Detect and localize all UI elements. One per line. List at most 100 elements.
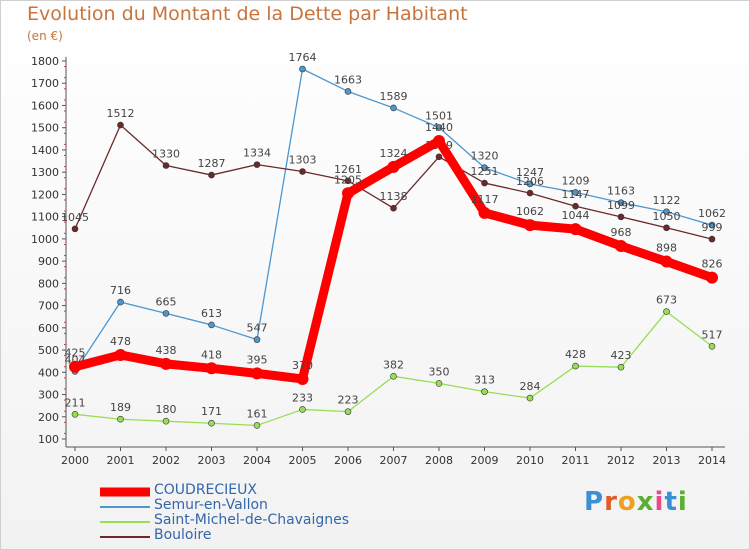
data-point-saint-michel-de-chavaignes [208, 419, 215, 427]
data-point-semur-en-vallon [481, 164, 488, 172]
data-point-bouloire [390, 204, 397, 212]
data-label-saint-michel-de-chavaignes: 180 [156, 403, 177, 416]
x-tick-label: 2011 [562, 454, 590, 467]
legend-label: Bouloire [154, 527, 212, 543]
y-tick-label: 500 [38, 344, 59, 357]
data-point-coudrecieux [660, 255, 673, 268]
data-point-semur-en-vallon [117, 298, 124, 306]
data-point-semur-en-vallon [708, 221, 716, 229]
data-point-saint-michel-de-chavaignes [708, 342, 716, 350]
y-tick-label: 1600 [31, 99, 59, 112]
x-tick-label: 2001 [107, 454, 135, 467]
data-label-semur-en-vallon: 665 [156, 295, 177, 308]
data-point-bouloire [71, 225, 79, 233]
data-label-semur-en-vallon: 1062 [698, 207, 726, 220]
data-point-coudrecieux [296, 372, 309, 385]
data-label-bouloire: 1261 [334, 163, 362, 176]
data-point-semur-en-vallon [617, 199, 625, 206]
data-label-saint-michel-de-chavaignes: 189 [110, 401, 131, 414]
x-tick-label: 2006 [334, 454, 362, 467]
data-point-saint-michel-de-chavaignes [663, 308, 670, 315]
data-label-bouloire: 1147 [562, 188, 590, 201]
legend-swatch [100, 535, 150, 538]
data-point-saint-michel-de-chavaignes [435, 380, 443, 387]
data-point-saint-michel-de-chavaignes [162, 417, 170, 425]
data-label-coudrecieux: 478 [110, 335, 131, 348]
y-tick-label: 1500 [31, 122, 59, 135]
data-label-saint-michel-de-chavaignes: 313 [474, 374, 495, 387]
x-tick-label: 2010 [516, 454, 544, 467]
data-point-saint-michel-de-chavaignes [572, 362, 579, 370]
data-label-coudrecieux: 1062 [516, 205, 544, 218]
data-point-bouloire [162, 162, 170, 169]
data-point-saint-michel-de-chavaignes [253, 422, 261, 429]
data-point-saint-michel-de-chavaignes [71, 411, 79, 418]
x-tick-label: 2014 [698, 454, 726, 467]
data-point-coudrecieux [706, 271, 718, 284]
y-tick-label: 1200 [31, 188, 59, 201]
data-point-semur-en-vallon [572, 189, 579, 196]
x-tick-label: 2012 [607, 454, 635, 467]
data-label-semur-en-vallon: 1247 [516, 166, 544, 179]
data-point-coudrecieux [114, 348, 127, 361]
x-tick-label: 2008 [425, 454, 453, 467]
y-tick-label: 700 [38, 300, 59, 313]
legend-label: Saint-Michel-de-Chavaignes [154, 512, 350, 528]
series-line-bouloire [74, 124, 713, 240]
data-point-bouloire [481, 179, 488, 187]
data-label-semur-en-vallon: 716 [110, 284, 131, 297]
data-point-saint-michel-de-chavaignes [481, 388, 488, 395]
legend-swatch [100, 520, 150, 523]
data-point-bouloire [708, 235, 716, 243]
data-label-saint-michel-de-chavaignes: 233 [292, 391, 313, 404]
y-tick-label: 1400 [31, 144, 59, 157]
data-point-semur-en-vallon [435, 124, 443, 131]
data-point-coudrecieux [433, 135, 445, 148]
chart-title: Evolution du Montant de la Dette par Hab… [27, 3, 468, 25]
data-label-semur-en-vallon: 1163 [607, 185, 635, 198]
data-label-saint-michel-de-chavaignes: 223 [338, 394, 359, 407]
data-label-semur-en-vallon: 1320 [471, 150, 499, 163]
y-tick-label: 1800 [31, 55, 59, 68]
data-point-coudrecieux [342, 187, 354, 200]
data-point-coudrecieux [387, 160, 400, 173]
x-tick-label: 2007 [380, 454, 408, 467]
data-label-semur-en-vallon: 1122 [653, 194, 681, 207]
legend-swatch [100, 505, 150, 508]
data-point-semur-en-vallon [162, 310, 170, 317]
data-point-coudrecieux [615, 239, 627, 252]
series-line-semur-en-vallon [74, 68, 713, 373]
data-point-semur-en-vallon [344, 88, 352, 95]
y-tick-label: 600 [38, 322, 59, 335]
x-tick-label: 2009 [471, 454, 499, 467]
proxiti-logo: Proxiti [584, 487, 688, 517]
data-label-coudrecieux: 968 [611, 226, 632, 239]
data-point-semur-en-vallon [253, 336, 261, 343]
data-point-saint-michel-de-chavaignes [299, 406, 306, 413]
x-tick-label: 2013 [653, 454, 681, 467]
data-label-coudrecieux: 1205 [334, 173, 362, 186]
data-label-coudrecieux: 425 [65, 347, 86, 360]
data-label-coudrecieux: 826 [702, 258, 723, 271]
data-label-bouloire: 1334 [243, 147, 271, 160]
y-tick-label: 800 [38, 277, 59, 290]
data-point-bouloire [344, 177, 352, 185]
data-label-bouloire: 999 [702, 221, 723, 234]
legend-label: COUDRECIEUX [154, 482, 257, 498]
data-label-saint-michel-de-chavaignes: 350 [429, 365, 450, 378]
data-label-saint-michel-de-chavaignes: 171 [201, 405, 222, 418]
data-label-saint-michel-de-chavaignes: 517 [702, 328, 723, 341]
x-tick-label: 2000 [61, 454, 89, 467]
data-point-coudrecieux [205, 362, 218, 375]
data-label-coudrecieux: 1324 [380, 147, 408, 160]
data-point-saint-michel-de-chavaignes [390, 372, 397, 380]
data-point-bouloire [617, 213, 625, 221]
data-label-saint-michel-de-chavaignes: 382 [383, 358, 404, 371]
data-point-saint-michel-de-chavaignes [617, 363, 625, 371]
data-point-coudrecieux [478, 206, 491, 219]
data-label-semur-en-vallon: 613 [201, 307, 222, 320]
data-label-semur-en-vallon: 1209 [562, 174, 590, 187]
data-point-coudrecieux [524, 219, 536, 232]
